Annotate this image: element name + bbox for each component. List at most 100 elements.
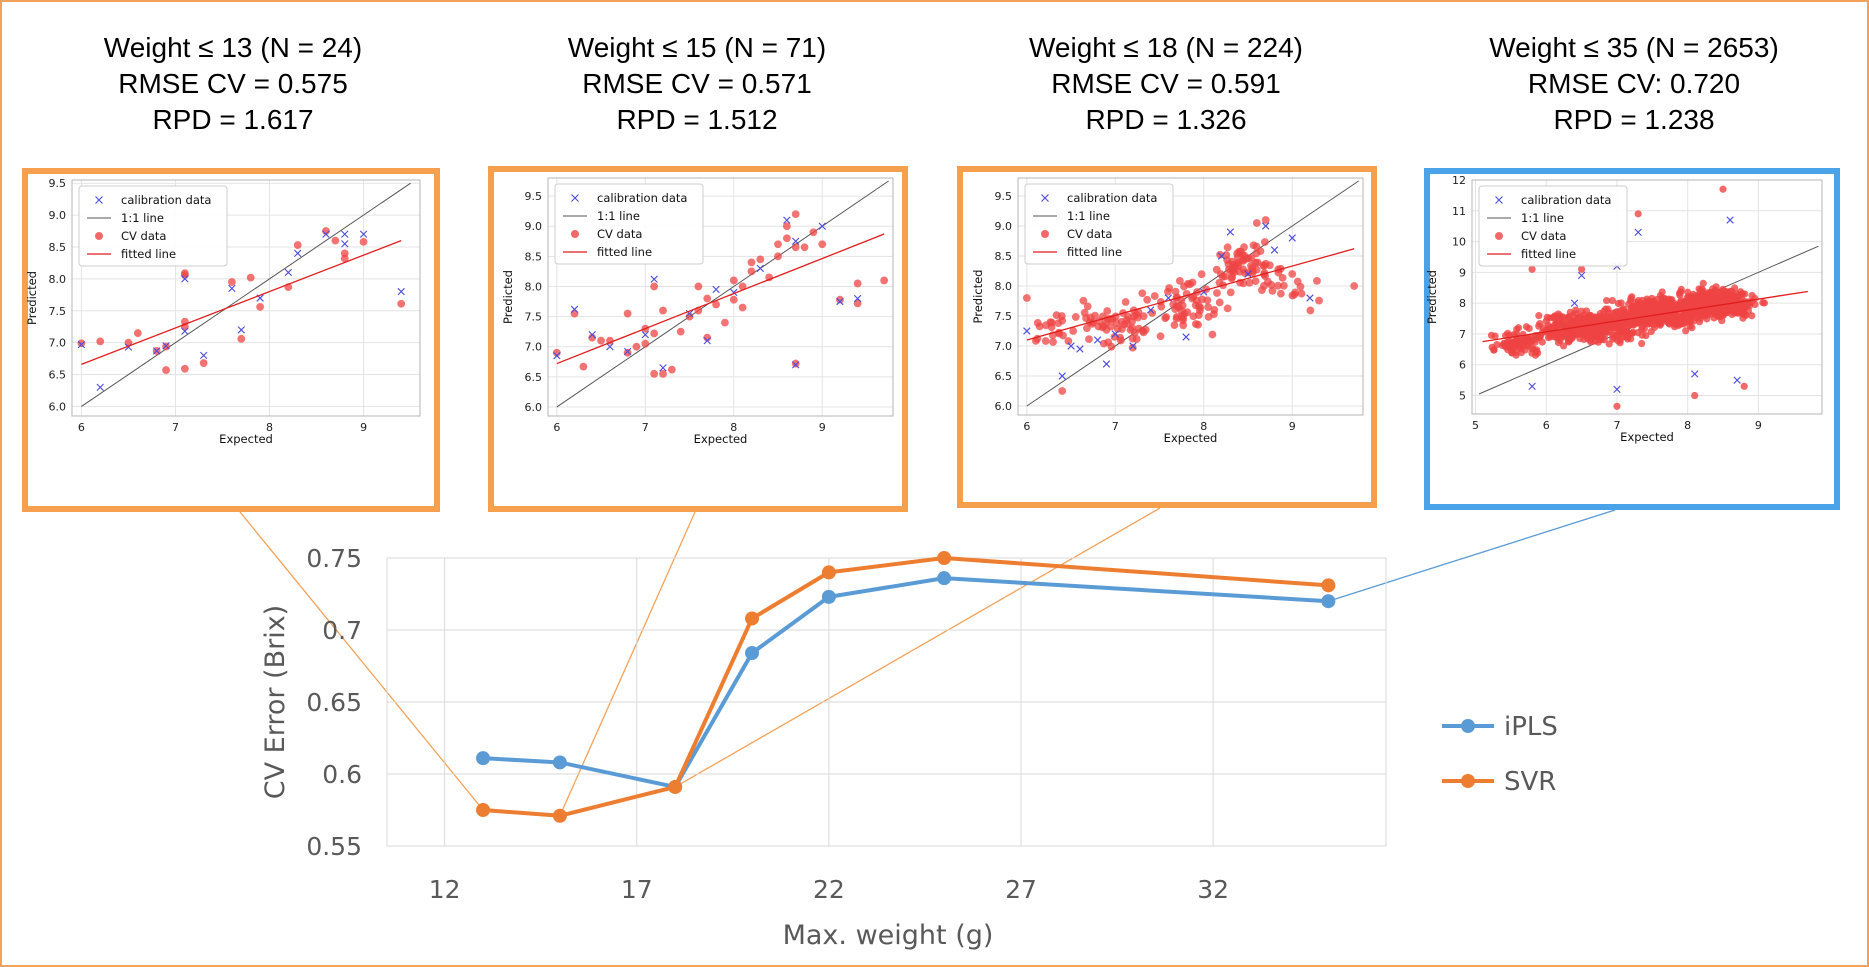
calibration-point <box>1244 270 1252 278</box>
cv-points <box>1487 185 1769 410</box>
cv-point <box>1521 337 1529 346</box>
cv-point <box>1531 351 1540 359</box>
cv-point <box>1252 219 1261 227</box>
calibration-point <box>570 305 579 314</box>
x-tick-label: 7 <box>172 421 179 434</box>
fitted-line <box>81 239 402 365</box>
calibration-point <box>818 222 826 230</box>
x-tick-label: 6 <box>78 421 85 434</box>
cv-point <box>1629 302 1637 311</box>
calibration-point <box>1570 299 1579 307</box>
cv-point <box>880 276 889 285</box>
legend-entry: 1:1 line <box>121 211 164 225</box>
cv-point <box>133 329 142 337</box>
calibration-point <box>1217 252 1226 260</box>
calibration-points <box>77 230 405 391</box>
cv-point <box>1630 311 1639 319</box>
cv-point <box>1552 321 1560 329</box>
y-tick-label: 9 <box>1459 266 1466 279</box>
calibration-point <box>783 216 791 224</box>
cv-point <box>1099 322 1108 330</box>
legend-entry: 1:1 line <box>1067 209 1110 223</box>
connector-line-3 <box>674 507 1161 788</box>
y-tick-label: 6.5 <box>525 371 543 384</box>
calibration-point <box>712 285 720 294</box>
cv-point <box>1226 288 1235 297</box>
cv-point <box>676 327 685 336</box>
one-to-one-line <box>556 180 889 408</box>
cv-point <box>1741 310 1749 319</box>
cv-point <box>1293 277 1302 286</box>
cv-point <box>1500 340 1508 348</box>
cv-point <box>1260 238 1269 246</box>
cv-point <box>1625 320 1633 329</box>
y-axis-label: Predicted <box>971 270 985 324</box>
cv-point <box>1083 302 1092 311</box>
scatter-legend-3: calibration data 1:1 line CV data fitted li… <box>1024 183 1174 265</box>
cv-point <box>1511 337 1519 345</box>
cv-point <box>1638 339 1646 348</box>
main-legend-marker <box>1461 774 1475 788</box>
series-line-ipls <box>482 576 1329 789</box>
cv-point <box>606 336 614 345</box>
cv-point <box>729 295 738 304</box>
y-tick-label: 7.5 <box>995 310 1013 323</box>
main-y-axis-label: CV Error (Brix) <box>260 605 291 799</box>
cv-point <box>1528 265 1536 273</box>
legend-calibration-marker <box>571 194 579 202</box>
main-x-tick-label: 32 <box>1197 875 1229 904</box>
cv-point <box>331 236 340 245</box>
y-tick-label: 6 <box>1459 359 1466 372</box>
cv-point <box>1175 276 1184 285</box>
x-tick-label: 7 <box>1112 420 1119 433</box>
cv-point <box>1194 311 1203 319</box>
cv-point <box>1245 278 1254 287</box>
cv-point <box>1169 300 1178 309</box>
cv-point <box>1490 346 1498 354</box>
cv-point <box>1179 314 1188 322</box>
cv-point <box>1112 319 1121 327</box>
calibration-point <box>1111 330 1119 338</box>
cv-point <box>1509 346 1517 354</box>
cv-point <box>853 279 862 288</box>
cv-point <box>579 362 588 371</box>
cv-point <box>1179 321 1188 330</box>
cv-point <box>756 255 765 264</box>
y-tick-label: 9.5 <box>525 190 543 203</box>
scatter-panel-3: 6 7 8 9 6.0 6.5 7.0 7.5 8.0 8.5 9.0 9.5 Expected Pred… <box>957 166 1377 508</box>
cv-point <box>1695 305 1703 313</box>
main-y-tick-label: 0.75 <box>306 544 362 573</box>
plot-area-border <box>547 177 894 417</box>
cv-point <box>1161 314 1170 323</box>
cv-point <box>552 348 561 357</box>
plot-marks <box>552 180 889 408</box>
y-tick-label: 10 <box>1452 236 1466 249</box>
cv-point <box>1215 298 1224 307</box>
cv-point <box>1626 330 1634 338</box>
cv-point <box>1678 304 1686 312</box>
cv-point <box>1210 310 1218 319</box>
connector-line-4 <box>1328 509 1616 602</box>
y-tick-label: 7.5 <box>49 305 67 318</box>
cv-point <box>623 309 632 318</box>
connector-line-1 <box>239 511 484 811</box>
cv-point <box>1279 281 1288 290</box>
legend-entry: calibration data <box>1067 191 1157 205</box>
y-tick-label: 7 <box>1459 328 1466 341</box>
cv-point <box>1091 311 1099 320</box>
cv-point <box>1253 258 1262 267</box>
cv-point <box>180 269 189 278</box>
cv-point <box>1602 296 1611 305</box>
panel-title-1-line1: Weight ≤ 13 (N = 24) <box>103 32 363 63</box>
cv-point <box>1223 243 1232 252</box>
cv-point <box>1512 351 1520 359</box>
cv-point <box>96 337 105 346</box>
calibration-point <box>1270 246 1279 254</box>
x-tick-label: 8 <box>1200 420 1207 433</box>
legend-cv-marker <box>1495 232 1503 240</box>
y-tick-label: 7.0 <box>995 340 1013 353</box>
cv-point <box>1682 318 1690 326</box>
calibration-point <box>1528 382 1536 390</box>
cv-point <box>1232 260 1241 269</box>
cv-point <box>747 267 756 276</box>
